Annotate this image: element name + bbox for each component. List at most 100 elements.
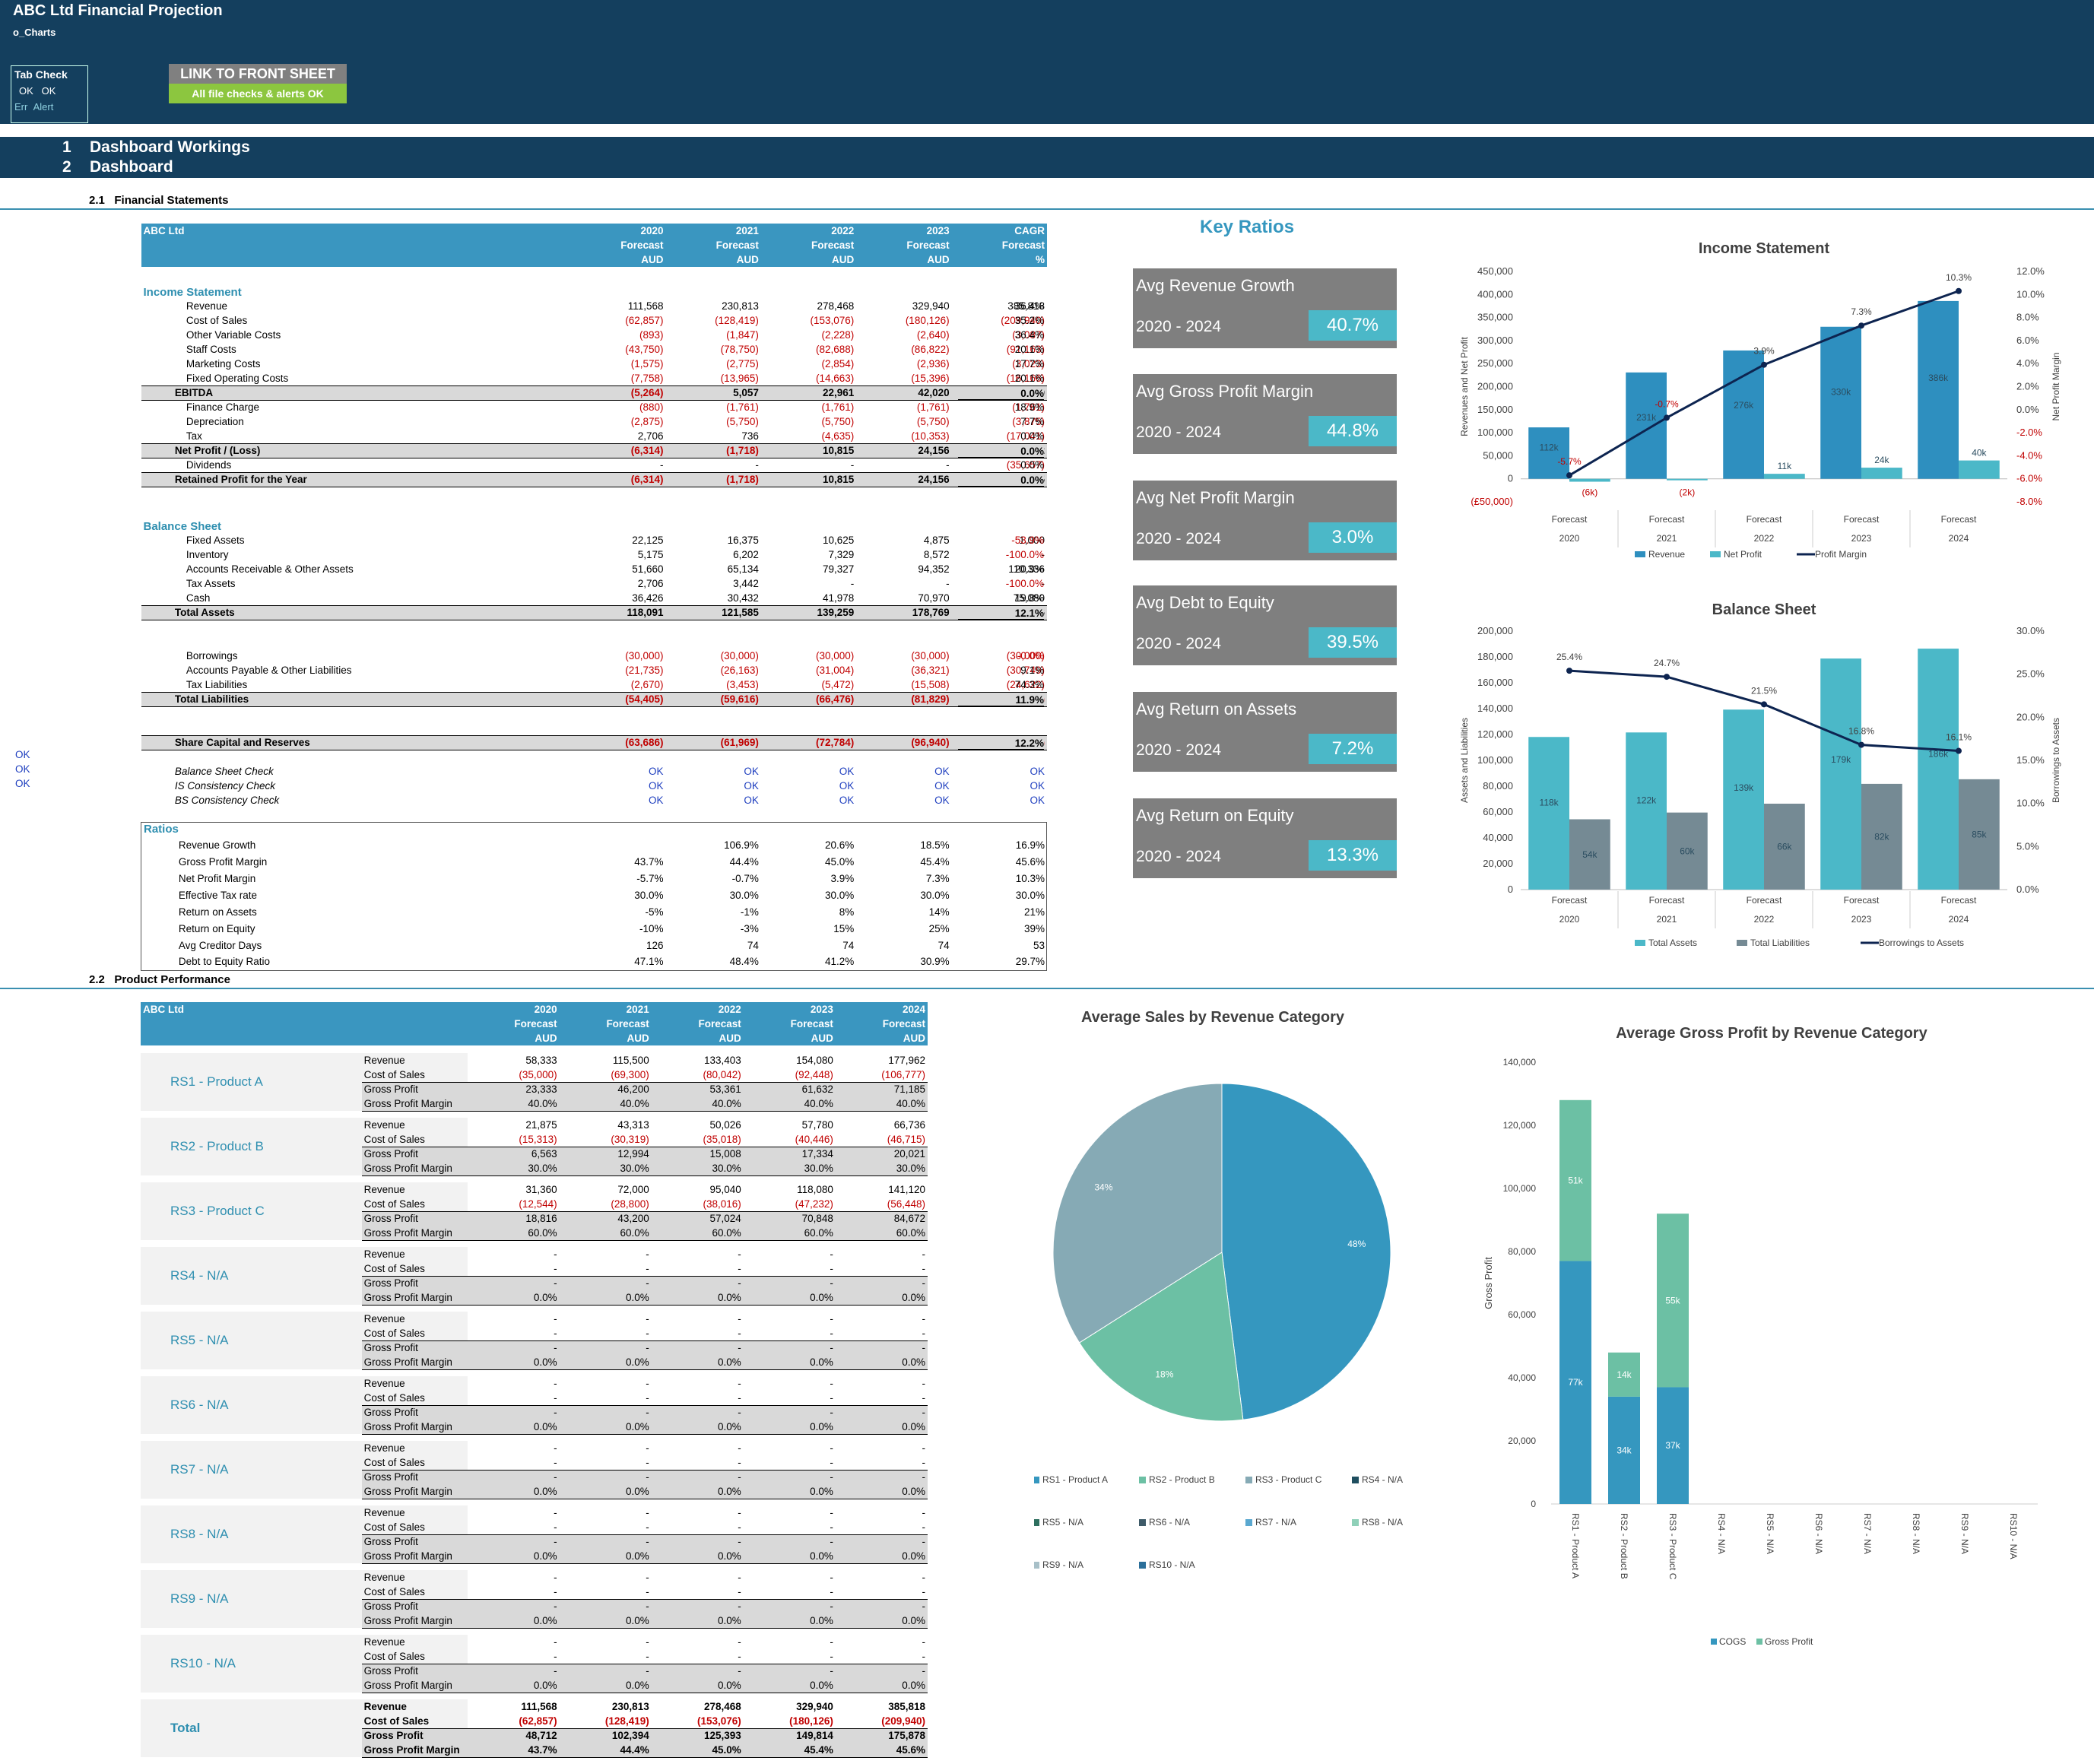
fs-row-label: Total Assets	[172, 604, 571, 620]
fs-value: (3,875)	[1012, 416, 1045, 427]
fs-value: 94,352	[918, 563, 950, 575]
y-tick-label: 0	[1531, 1499, 1536, 1509]
pp-row-label: Gross Profit	[361, 1598, 468, 1613]
section-2-label[interactable]: Dashboard	[90, 158, 173, 176]
ratio-value: 8%	[839, 906, 855, 918]
pp-value: 60.0%	[467, 1226, 560, 1241]
fs-value: (15,396)	[911, 372, 950, 384]
y2-tick-label: 5.0%	[2016, 840, 2039, 852]
line-label: 16.1%	[1946, 732, 1972, 743]
fs-value: 2,706	[637, 430, 664, 442]
line-label: 16.8%	[1848, 726, 1874, 737]
pp-value: -	[467, 1469, 560, 1484]
ratio-value: 30.0%	[920, 889, 950, 901]
ratio-label: Debt to Equity Ratio	[172, 953, 571, 971]
pp-value: -	[738, 1313, 741, 1325]
file-checks-status-button[interactable]: All file checks & alerts OK	[169, 84, 347, 103]
fs-row: Finance Charge (880) (1,761) (1,761) (1,761)…	[141, 400, 1048, 414]
fs-value: (59,616)	[665, 691, 761, 707]
pp-value: -	[738, 1442, 741, 1454]
link-front-sheet-button[interactable]: LINK TO FRONT SHEET	[169, 64, 347, 84]
y-tick-label: 450,000	[1477, 265, 1513, 277]
key-ratio-title: Avg Gross Profit Margin	[1136, 382, 1314, 401]
pp-value: -	[830, 1248, 833, 1260]
pp-value: -	[922, 1391, 926, 1404]
fs-row: Depreciation (2,875) (5,750) (5,750) (5,750)…	[141, 414, 1048, 429]
key-ratio-period: 2020 - 2024	[1136, 741, 1222, 759]
fs-row: Cost of Sales (62,857) (128,419) (153,076) (…	[141, 313, 1048, 328]
pp-value: -	[646, 1378, 649, 1389]
pp-value: -	[559, 1340, 652, 1355]
section-1-label[interactable]: Dashboard Workings	[90, 138, 250, 156]
pp-row-label: Cost of Sales	[361, 1197, 468, 1211]
y-tick-label: 400,000	[1477, 288, 1513, 300]
bar-label: 386k	[1928, 373, 1949, 383]
pp-value: 43,313	[617, 1119, 649, 1131]
fs-value: 22,125	[632, 535, 664, 546]
category-label: 2022	[1754, 914, 1775, 925]
pp-value: 40.0%	[835, 1096, 928, 1112]
category-label: 2024	[1949, 914, 1969, 925]
check-label: Balance Sheet Check	[174, 766, 274, 777]
pp-value: 0.0%	[743, 1549, 836, 1564]
fs-value: (5,750)	[726, 416, 759, 427]
ratio-value: -0.7%	[731, 872, 759, 884]
fs-value: (15,508)	[911, 678, 950, 690]
pp-value: 0.0%	[835, 1549, 928, 1564]
fs-row-label: Tax Assets	[186, 578, 236, 589]
line-label: 3.9%	[1753, 346, 1775, 357]
ratio-value: 25%	[928, 922, 950, 934]
fs-row: Total Assets 118,091 121,585 139,259 178,769…	[141, 604, 1047, 620]
category-top-label: Forecast	[1552, 895, 1588, 906]
pp-value: 30.0%	[467, 1161, 560, 1176]
fs-value: (72,784)	[760, 734, 857, 750]
category-label: RS1 - Product A	[1570, 1513, 1581, 1578]
fs-row: Tax Liabilities (2,670) (3,453) (5,472) (15,…	[141, 677, 1048, 692]
pp-row: Gross Profit Margin 0.0% 0.0% 0.0% 0.0% 0.0%	[141, 1613, 928, 1629]
pp-year-header: 2023	[743, 1002, 836, 1017]
pp-row-label: Cost of Sales	[361, 1455, 468, 1470]
check-value: OK	[744, 795, 759, 806]
pp-value: 0.0%	[559, 1420, 652, 1435]
pp-row-label: Gross Profit	[361, 1663, 468, 1678]
pp-value: -	[738, 1650, 741, 1662]
pp-value: -	[830, 1313, 833, 1325]
ratio-value: 44.4%	[729, 855, 759, 868]
ratio-value: 15%	[833, 922, 855, 934]
fs-value: (16,166)	[1006, 372, 1045, 384]
pp-row-label: Gross Profit	[361, 1081, 468, 1096]
pp-value: (62,857)	[519, 1715, 557, 1727]
ratio-value: 45.4%	[920, 855, 950, 868]
bar-label: 54k	[1582, 849, 1597, 860]
pp-value: 84,672	[835, 1210, 928, 1226]
pp-value: (180,126)	[789, 1715, 833, 1727]
pp-row: Total Revenue 111,568 230,813 278,468 329,940…	[141, 1699, 928, 1757]
pp-row: Gross Profit - - - - -	[141, 1340, 928, 1355]
key-ratio-value: 13.3%	[1309, 840, 1397, 871]
pp-value: (46,715)	[887, 1133, 925, 1145]
pp-value: 278,468	[703, 1701, 741, 1712]
cagr-value: 12.2%	[958, 735, 1044, 750]
bar-label: 82k	[1874, 831, 1889, 842]
bar-label: 122k	[1636, 795, 1657, 805]
pp-value: -	[554, 1262, 557, 1274]
key-ratio-value: 44.8%	[1309, 416, 1397, 446]
fs-value: 1,000	[1019, 535, 1045, 546]
key-ratio-period: 2020 - 2024	[1136, 635, 1222, 652]
pp-row: Gross Profit 6,563 12,994 15,008 17,334 20,02…	[141, 1146, 928, 1161]
cagr-value: 18.9%	[1014, 401, 1044, 413]
pp-value: -	[830, 1585, 833, 1597]
bar-net-profit	[1764, 474, 1805, 479]
fs-forecast-label: Forecast	[665, 238, 761, 252]
ratio-label: Net Profit Margin	[178, 872, 256, 884]
fs-value: 139,259	[760, 604, 857, 620]
fs-row-label: Fixed Assets	[186, 535, 245, 546]
pp-value: 57,024	[651, 1210, 744, 1226]
cagr-value: 7.7%	[1020, 416, 1044, 427]
pp-group-label: RS3 - Product C	[141, 1182, 362, 1240]
cagr-value: 0.0%	[958, 472, 1044, 487]
pp-value: -	[743, 1469, 836, 1484]
fs-row-label: Finance Charge	[186, 401, 259, 414]
pp-value: -	[922, 1248, 926, 1260]
pp-row: Gross Profit Margin 0.0% 0.0% 0.0% 0.0% 0.0%	[141, 1484, 928, 1499]
